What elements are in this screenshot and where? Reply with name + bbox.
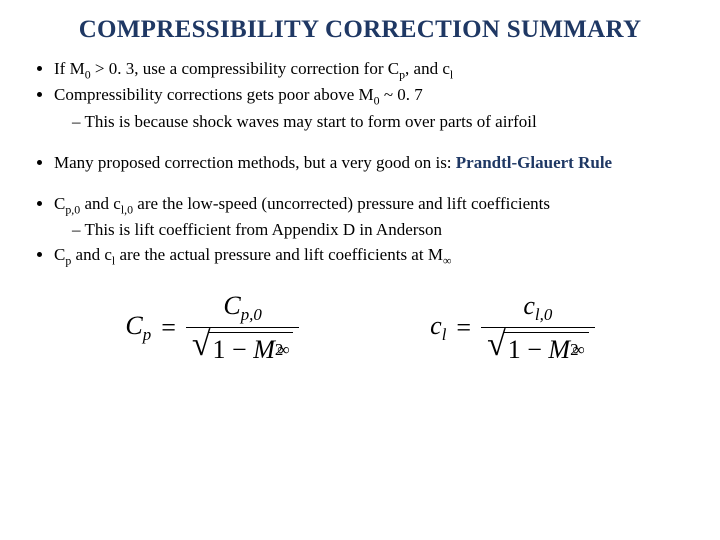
slide-title: COMPRESSIBILITY CORRECTION SUMMARY	[30, 16, 690, 44]
bullet-1: If M0 > 0. 3, use a compressibility corr…	[54, 58, 690, 82]
equations-area: Cp = Cp,0 √ 1 − M2∞ cl = cl,0	[30, 291, 690, 365]
bullet-2-sub-1: This is because shock waves may start to…	[72, 111, 690, 134]
bullet-list-3: Cp,0 and cl,0 are the low-speed (uncorre…	[36, 193, 690, 269]
bullet-list-2: Many proposed correction methods, but a …	[36, 152, 690, 175]
bullet-4: Cp,0 and cl,0 are the low-speed (uncorre…	[54, 193, 690, 242]
prandtl-glauert-label: Prandtl-Glauert Rule	[456, 153, 612, 172]
equation-cl: cl = cl,0 √ 1 − M2∞	[430, 291, 594, 365]
bullet-4-sub: This is lift coefficient from Appendix D…	[72, 219, 690, 242]
bullet-2: Compressibility corrections gets poor ab…	[54, 84, 690, 133]
bullet-3: Many proposed correction methods, but a …	[54, 152, 690, 175]
equation-cp: Cp = Cp,0 √ 1 − M2∞	[125, 291, 299, 365]
bullet-list: If M0 > 0. 3, use a compressibility corr…	[36, 58, 690, 134]
bullet-2-sub: This is because shock waves may start to…	[72, 111, 690, 134]
slide-container: COMPRESSIBILITY CORRECTION SUMMARY If M0…	[0, 0, 720, 365]
bullet-4-sub-1: This is lift coefficient from Appendix D…	[72, 219, 690, 242]
bullet-5: Cp and cl are the actual pressure and li…	[54, 244, 690, 268]
